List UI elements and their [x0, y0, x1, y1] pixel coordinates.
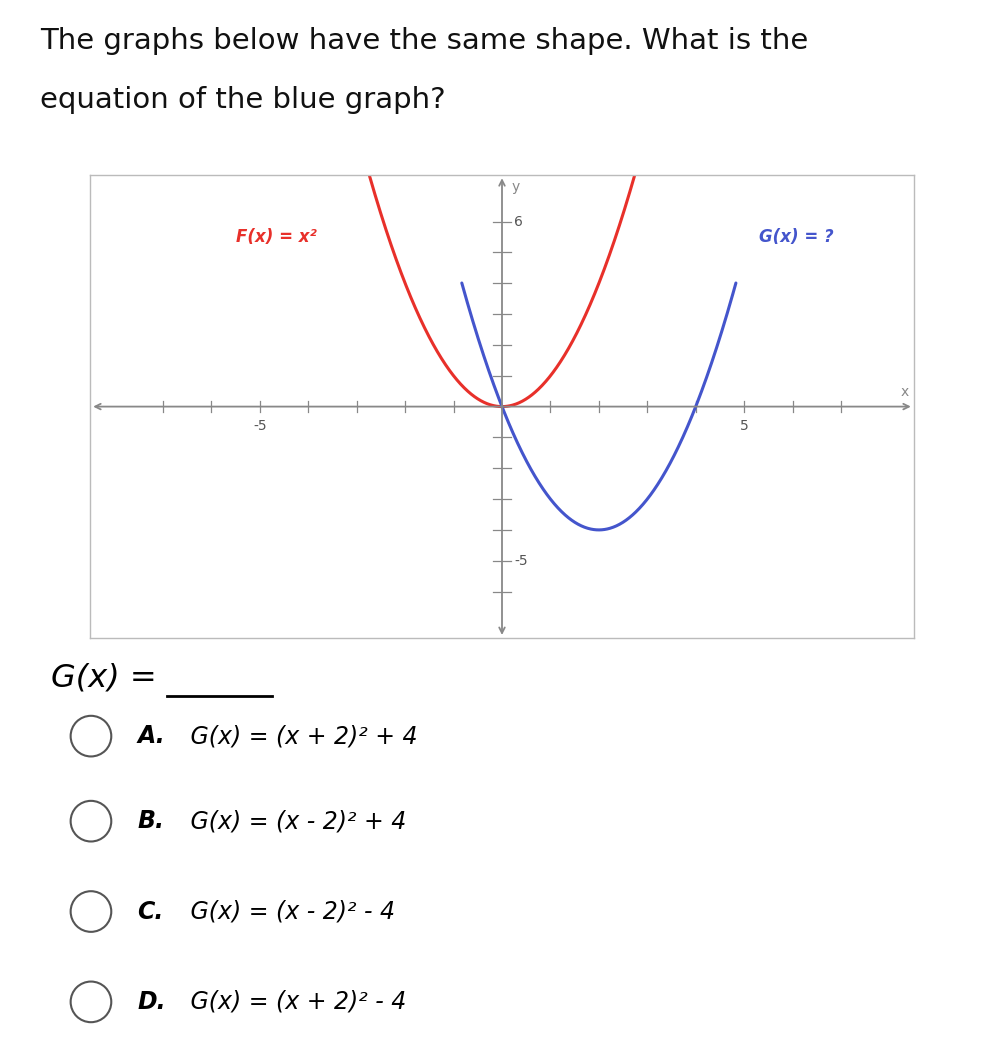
Text: G(x) = (x - 2)² - 4: G(x) = (x - 2)² - 4 — [184, 899, 395, 924]
Text: G(x) = ?: G(x) = ? — [758, 227, 832, 246]
Text: 5: 5 — [739, 419, 748, 433]
Text: G(x) = (x + 2)² + 4: G(x) = (x + 2)² + 4 — [184, 724, 417, 748]
Text: G(x) =: G(x) = — [51, 662, 156, 693]
Text: x: x — [900, 385, 908, 399]
Text: 6: 6 — [514, 215, 523, 229]
Text: B.: B. — [137, 809, 163, 833]
Text: F(x) = x²: F(x) = x² — [236, 227, 316, 246]
Text: -5: -5 — [514, 554, 528, 568]
Text: A.: A. — [137, 724, 164, 748]
Text: G(x) = (x + 2)² - 4: G(x) = (x + 2)² - 4 — [184, 990, 406, 1014]
Text: -5: -5 — [253, 419, 267, 433]
Text: C.: C. — [137, 899, 163, 924]
Text: y: y — [512, 180, 520, 195]
Text: The graphs below have the same shape. What is the: The graphs below have the same shape. Wh… — [40, 27, 807, 54]
Text: equation of the blue graph?: equation of the blue graph? — [40, 86, 445, 115]
Text: D.: D. — [137, 990, 165, 1014]
Text: G(x) = (x - 2)² + 4: G(x) = (x - 2)² + 4 — [184, 809, 406, 833]
